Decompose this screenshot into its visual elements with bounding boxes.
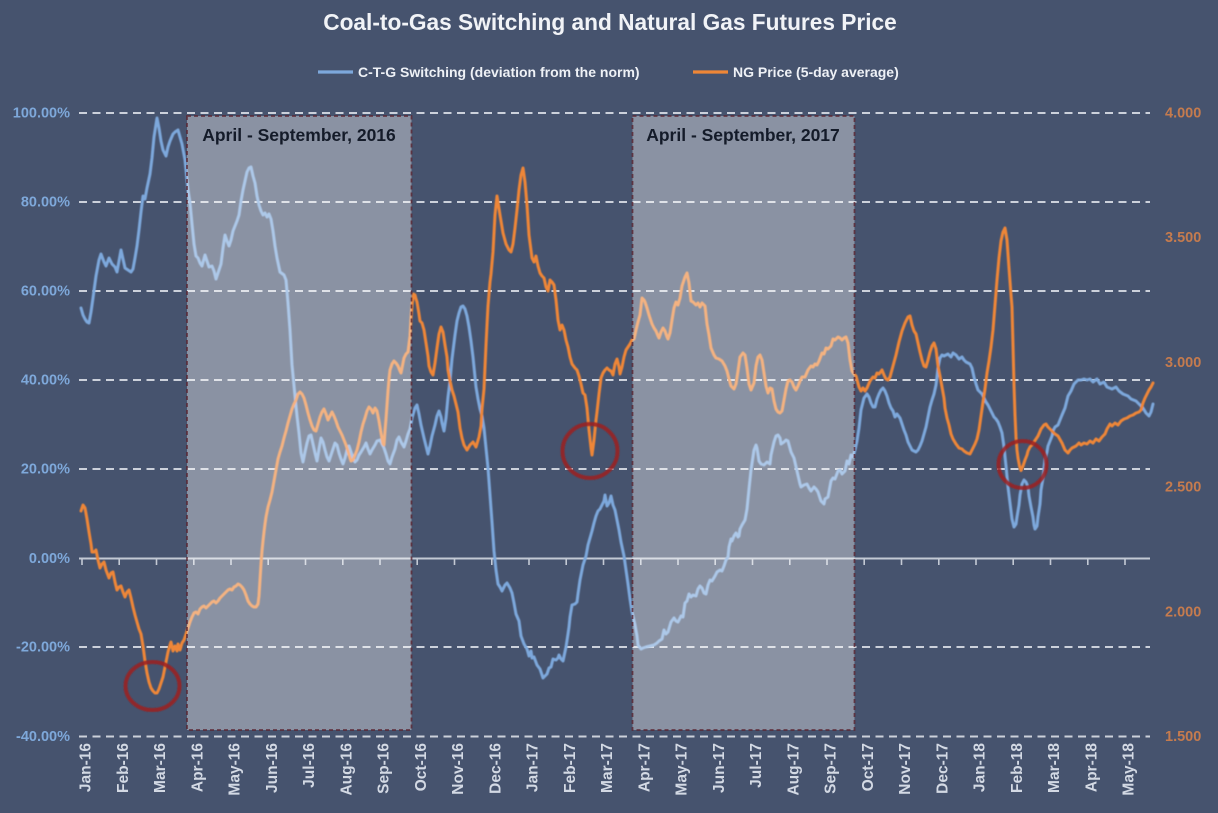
svg-text:Mar-16: Mar-16	[152, 743, 169, 793]
svg-text:2.000: 2.000	[1165, 604, 1201, 620]
svg-text:May-16: May-16	[227, 743, 244, 796]
svg-text:May-18: May-18	[1121, 743, 1138, 796]
svg-text:-40.00%: -40.00%	[16, 729, 70, 745]
svg-text:Feb-18: Feb-18	[1009, 743, 1026, 793]
svg-text:Mar-18: Mar-18	[1046, 743, 1063, 793]
svg-text:NG Price (5-day average): NG Price (5-day average)	[733, 64, 899, 80]
svg-text:April - September, 2016: April - September, 2016	[202, 125, 396, 145]
svg-text:Jun-16: Jun-16	[264, 743, 281, 793]
svg-text:Jun-17: Jun-17	[711, 743, 728, 793]
svg-text:Sep-17: Sep-17	[823, 743, 840, 794]
svg-text:3.000: 3.000	[1165, 355, 1201, 371]
svg-text:Sep-16: Sep-16	[376, 743, 393, 794]
svg-text:2.500: 2.500	[1165, 480, 1201, 496]
svg-text:Aug-17: Aug-17	[785, 743, 802, 796]
svg-text:Oct-17: Oct-17	[860, 743, 877, 791]
svg-text:80.00%: 80.00%	[21, 195, 70, 211]
svg-text:40.00%: 40.00%	[21, 373, 70, 389]
svg-text:-20.00%: -20.00%	[16, 640, 70, 656]
svg-text:Jan-18: Jan-18	[972, 743, 989, 792]
svg-text:Dec-17: Dec-17	[934, 743, 951, 794]
svg-text:Apr-16: Apr-16	[189, 743, 206, 792]
svg-text:Feb-17: Feb-17	[562, 743, 579, 793]
svg-text:April - September, 2017: April - September, 2017	[646, 125, 840, 145]
svg-text:Dec-16: Dec-16	[487, 743, 504, 794]
svg-text:4.000: 4.000	[1165, 106, 1201, 122]
svg-text:100.00%: 100.00%	[13, 106, 70, 122]
svg-text:20.00%: 20.00%	[21, 462, 70, 478]
svg-text:Oct-16: Oct-16	[413, 743, 430, 792]
svg-text:May-17: May-17	[674, 743, 691, 796]
svg-text:C-T-G Switching (deviation fro: C-T-G Switching (deviation from the norm…	[358, 64, 640, 80]
svg-text:60.00%: 60.00%	[21, 284, 70, 300]
svg-text:Jul-17: Jul-17	[748, 743, 765, 788]
svg-text:Nov-17: Nov-17	[897, 743, 914, 795]
svg-text:Nov-16: Nov-16	[450, 743, 467, 795]
svg-text:0.00%: 0.00%	[29, 551, 70, 567]
svg-text:Aug-16: Aug-16	[338, 743, 355, 796]
svg-text:1.500: 1.500	[1165, 729, 1201, 745]
svg-text:Apr-17: Apr-17	[636, 743, 653, 792]
svg-text:Jan-17: Jan-17	[525, 743, 542, 792]
svg-text:Apr-18: Apr-18	[1083, 743, 1100, 792]
svg-text:Coal-to-Gas Switching and Natu: Coal-to-Gas Switching and Natural Gas Fu…	[323, 9, 897, 35]
svg-text:Jan-16: Jan-16	[78, 743, 95, 792]
svg-text:Jul-16: Jul-16	[301, 743, 318, 788]
svg-text:Mar-17: Mar-17	[599, 743, 616, 793]
svg-text:Feb-16: Feb-16	[115, 743, 132, 793]
svg-text:3.500: 3.500	[1165, 230, 1201, 246]
